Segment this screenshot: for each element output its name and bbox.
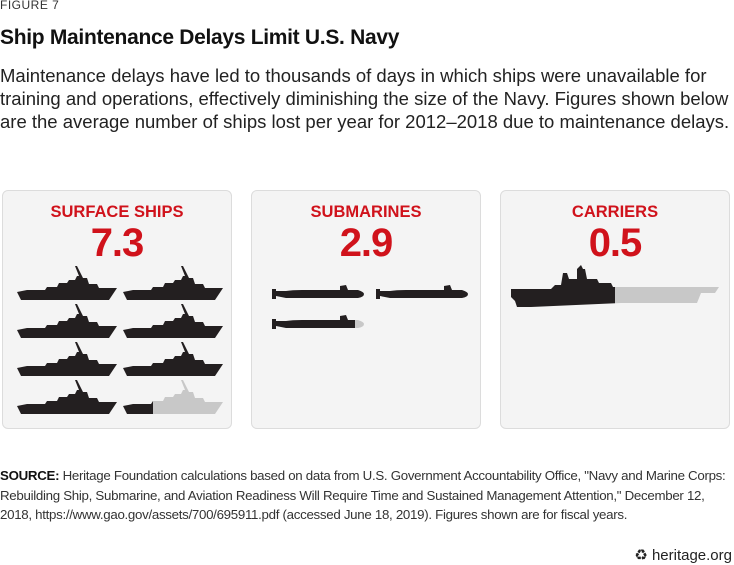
source-note: SOURCE: Heritage Foundation calculations… [0,466,734,525]
surface-ship-icon [123,304,223,338]
category-label: SUBMARINES [310,203,422,221]
page-title: Ship Maintenance Delays Limit U.S. Navy [0,26,400,49]
source-text: Heritage Foundation calculations based o… [0,468,726,522]
carrier-pictograph [511,265,719,307]
submarine-icon [272,315,364,329]
figure-label: FIGURE 7 [0,0,60,12]
carrier-icon [511,265,719,307]
submarine-icon [376,285,468,299]
category-label: CARRIERS [571,203,659,221]
source-label: SOURCE: [0,468,60,483]
submarine-icon [272,285,364,299]
surface-ship-icon [123,380,223,414]
brand-text: heritage.org [651,547,732,564]
category-value: 2.9 [339,221,394,265]
category-label: SURFACE SHIPS [50,203,184,221]
surface-ship-icon [17,380,117,414]
category-value: 0.5 [588,221,643,265]
surface-ship-icon [123,342,223,376]
surface-ship-icon [17,266,117,300]
panel-submarines: SUBMARINES 2.9 [251,190,481,429]
category-value: 7.3 [90,221,145,265]
brand[interactable]: ♻ heritage.org [634,546,732,564]
panel-carriers: CARRIERS 0.5 [500,190,730,429]
surface-ship-pictograph [17,266,223,414]
surface-ship-icon [17,304,117,338]
surface-ship-icon [123,266,223,300]
submarine-pictograph [272,285,468,329]
subtitle: Maintenance delays have led to thousands… [0,65,730,132]
liberty-bell-icon: ♻ [634,547,648,564]
panel-surface-ships: SURFACE SHIPS 7.3 [2,190,232,429]
surface-ship-icon [17,342,117,376]
